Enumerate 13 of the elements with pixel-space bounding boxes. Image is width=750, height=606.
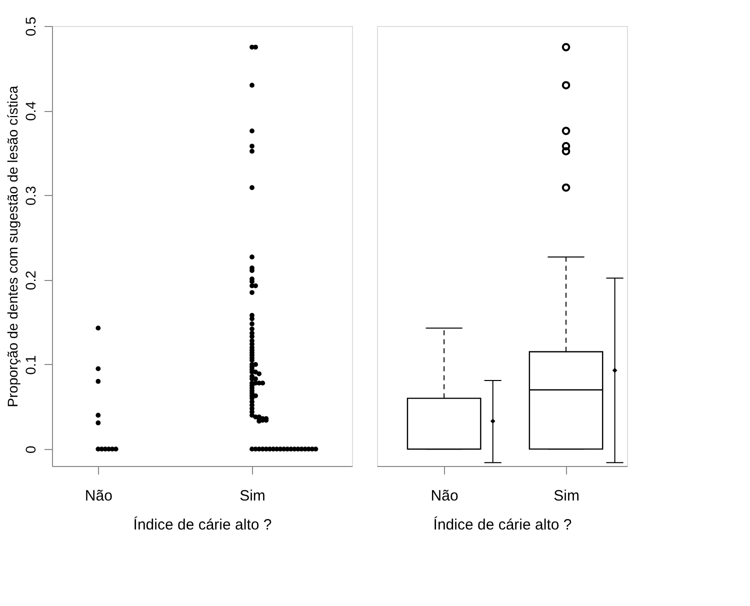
y-tick-label: 0.3 <box>22 186 38 206</box>
y-tick-label: 0.2 <box>22 270 38 290</box>
x-axis-title: Índice de cárie alto ? <box>133 516 272 534</box>
y-axis-title: Proporção de dentes com sugestão de lesão cística <box>4 86 20 408</box>
y-tick-label: 0 <box>22 445 38 454</box>
x-axis-title: Índice de cárie alto ? <box>433 516 572 534</box>
x-tick-label: Sim <box>554 488 580 504</box>
x-tick-label: Não <box>430 488 458 504</box>
x-tick-label: Sim <box>240 488 266 504</box>
y-tick-label: 0.1 <box>22 355 38 375</box>
y-tick-label: 0.5 <box>22 16 38 36</box>
x-tick-label: Não <box>84 488 112 504</box>
y-tick-label: 0.4 <box>22 101 38 121</box>
